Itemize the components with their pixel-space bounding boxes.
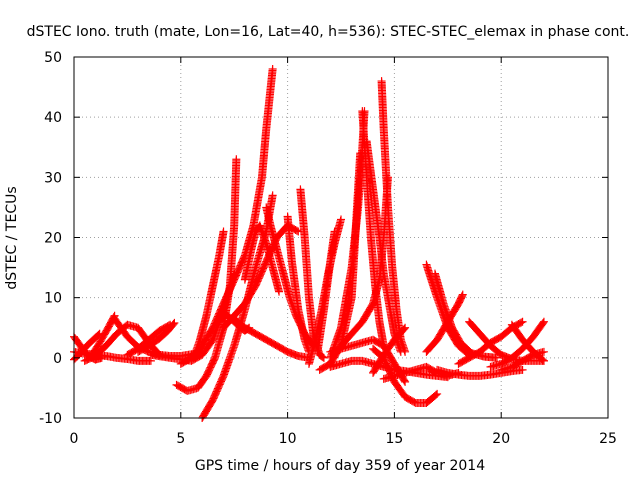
- data-series: [134, 318, 179, 356]
- x-tick-label: 5: [176, 431, 185, 447]
- data-point: [337, 215, 345, 224]
- data-point: [170, 318, 179, 327]
- y-tick-label: 20: [44, 231, 62, 247]
- x-tick-label: 10: [279, 431, 297, 447]
- data-point: [330, 227, 339, 236]
- x-axis-label: GPS time / hours of day 359 of year 2014: [195, 458, 485, 474]
- x-tick-label: 20: [492, 431, 510, 447]
- data-point: [318, 353, 327, 362]
- y-tick-label: 10: [44, 291, 62, 307]
- data-point: [268, 191, 277, 200]
- y-tick-label: -10: [39, 411, 62, 427]
- data-point: [292, 226, 301, 235]
- data-point: [169, 320, 178, 329]
- data-series: [313, 227, 339, 356]
- data-points: [70, 65, 548, 422]
- data-series: [240, 221, 284, 296]
- y-tick-label: 50: [44, 50, 62, 66]
- data-series: [189, 227, 228, 362]
- data-series: [172, 155, 241, 395]
- x-tick-label: 25: [599, 431, 617, 447]
- y-tick-label: 0: [53, 351, 62, 367]
- data-point: [219, 227, 228, 236]
- data-series: [296, 185, 328, 362]
- data-point: [275, 287, 284, 296]
- data-point: [232, 155, 241, 164]
- y-tick-label: 30: [44, 170, 62, 186]
- y-tick-label: 40: [44, 110, 62, 126]
- data-series: [230, 314, 313, 362]
- x-tick-label: 0: [70, 431, 79, 447]
- data-series: [176, 65, 277, 368]
- x-tick-label: 15: [385, 431, 403, 447]
- chart-title: dSTEC Iono. truth (mate, Lon=16, Lat=40,…: [27, 24, 630, 40]
- data-point: [268, 65, 277, 74]
- y-axis-label: dSTEC / TECUs: [4, 186, 20, 289]
